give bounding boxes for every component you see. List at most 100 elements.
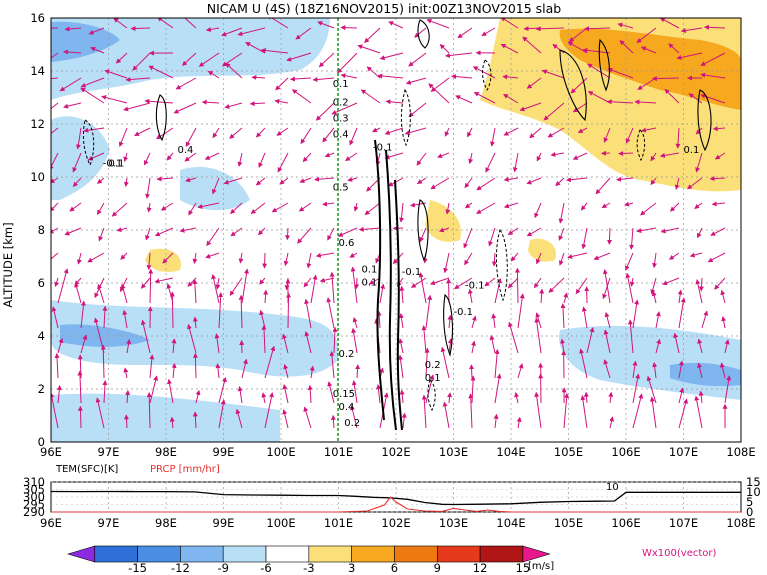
wind-vector (375, 384, 381, 404)
wind-vector (625, 272, 634, 304)
contour-dashed-f (427, 379, 436, 412)
wind-vector (171, 338, 177, 354)
colorbar-segment (394, 545, 438, 563)
wind-vector (187, 323, 197, 354)
wind-vector (201, 99, 220, 105)
wind-vector (697, 362, 703, 379)
wind-vector (309, 365, 315, 379)
contour-label: 0.2 (339, 349, 355, 360)
wind-vector (401, 412, 407, 429)
wind-vector (259, 277, 266, 285)
wind-vector (237, 152, 243, 167)
wind-vector (102, 380, 108, 404)
surface-grid (51, 481, 741, 513)
wind-vector (649, 396, 657, 429)
wind-vector (125, 77, 151, 83)
wind-vector (322, 201, 335, 207)
wind-vector (535, 252, 542, 265)
wind-vector (583, 391, 589, 404)
wind-vector (357, 44, 381, 54)
wind-vector (636, 27, 657, 44)
wind-vector (218, 376, 227, 404)
wind-vector (162, 252, 174, 264)
surface-x-tick-label: 99E (213, 516, 235, 530)
wind-vector (447, 338, 453, 354)
wind-vector (310, 274, 318, 304)
wind-vector (471, 315, 477, 329)
wind-vector (205, 26, 220, 32)
wind-vector (261, 392, 267, 404)
wind-vector (145, 177, 151, 199)
wind-vector (517, 293, 525, 329)
wind-vector (134, 127, 151, 136)
wind-vector (102, 305, 108, 329)
wind-vector (710, 227, 726, 236)
wind-vector (146, 252, 152, 271)
wind-vector (494, 348, 500, 379)
shade-neg-top (51, 18, 330, 100)
wind-vector (156, 176, 174, 182)
wind-vector (179, 227, 197, 233)
contour-d (559, 49, 587, 122)
colorbar-segment (94, 545, 138, 563)
wind-vector (59, 77, 82, 92)
wind-vector (686, 177, 703, 190)
wind-vector (143, 152, 151, 166)
wind-vector (697, 227, 703, 239)
wind-vector (651, 290, 657, 304)
plot-frame (50, 17, 742, 443)
wind-vector (416, 152, 427, 166)
shade-pos-mid (425, 200, 461, 242)
wind-vector (146, 202, 152, 213)
wind-vector (97, 177, 105, 184)
contour-label: 0.1 (362, 264, 378, 275)
wind-vector (56, 384, 62, 404)
wind-vector (185, 127, 197, 147)
wind-vector (101, 95, 128, 104)
colorbar-tick-label: 6 (391, 561, 398, 575)
wind-vector (100, 344, 106, 379)
colorbar-tick-label: 12 (473, 561, 488, 575)
wind-vector (625, 252, 634, 271)
colorbar-tick-label: 9 (434, 561, 441, 575)
wind-vector (493, 413, 499, 429)
wind-vector (140, 277, 151, 289)
shade-pos-right-orange (559, 28, 741, 111)
wind-vector (123, 102, 151, 112)
wind-vector (349, 252, 358, 258)
surface-panel: TEM(SFC)[K] PRCP [mm/hr] 10 96E 97E 98E 99E… (23, 464, 761, 530)
surface-x-tick-label: 101E (324, 516, 353, 530)
colorbar-tick-label: -6 (260, 561, 271, 575)
wind-vector (77, 370, 83, 404)
contour-e (697, 89, 712, 152)
wind-vector (676, 52, 703, 60)
wind-vector (517, 363, 524, 379)
colorbar-low-arrow (66, 545, 96, 563)
wind-vector (541, 69, 565, 79)
wind-vector (405, 77, 427, 85)
wind-vector (669, 202, 680, 212)
wind-vector (349, 127, 358, 146)
wind-vector (565, 177, 588, 183)
wind-vector (379, 52, 404, 61)
wind-vector (655, 311, 661, 329)
wind-vector (680, 27, 703, 33)
wind-vector (454, 277, 473, 289)
wind-vector (503, 127, 519, 136)
wind-vector (221, 27, 243, 37)
wind-vector (526, 77, 542, 89)
wind-vector (640, 46, 657, 54)
wind-vector (98, 227, 105, 242)
wind-vector (271, 202, 289, 213)
wind-vector (514, 392, 520, 404)
wind-vector (260, 48, 289, 54)
wind-vector (51, 77, 59, 80)
wind-vector (674, 177, 680, 190)
wind-vector (123, 152, 129, 162)
wind-vector (166, 152, 174, 161)
wind-vector (399, 389, 405, 404)
wind-vector (558, 227, 565, 241)
surface-y-tick-left: 310 (23, 475, 45, 489)
wind-vector (326, 297, 335, 329)
x-tick-label: 102E (381, 445, 410, 459)
